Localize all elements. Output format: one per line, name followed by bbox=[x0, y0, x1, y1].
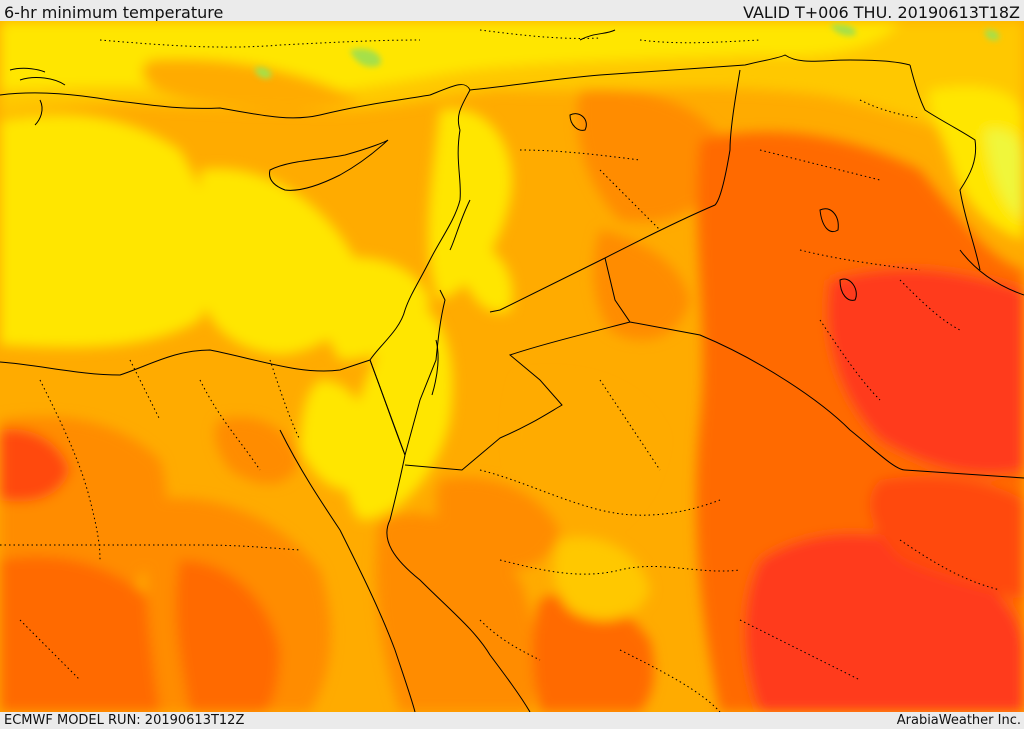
sinai-border bbox=[369, 359, 406, 456]
green-patch-2 bbox=[830, 24, 856, 36]
green-patch-1 bbox=[350, 48, 381, 67]
redsea-west bbox=[279, 429, 416, 712]
dead-sea bbox=[431, 339, 439, 396]
iran-iraq-border bbox=[909, 64, 981, 271]
header-bar bbox=[0, 0, 1024, 21]
egypt-southwest-dark bbox=[0, 556, 176, 712]
anatolia-coast bbox=[0, 84, 471, 131]
iraq-saudi-border bbox=[604, 257, 1024, 479]
country-borders bbox=[369, 54, 1024, 479]
hejaz-dark bbox=[532, 592, 655, 712]
turkey-lake bbox=[569, 113, 587, 131]
tigris-lake bbox=[819, 208, 839, 233]
gulf-coast bbox=[959, 249, 1024, 296]
egypt-red-patch bbox=[0, 429, 70, 502]
coastlines bbox=[0, 29, 1024, 712]
central-gold bbox=[512, 377, 660, 540]
model-run: ECMWF MODEL RUN: 20190613T12Z bbox=[4, 713, 245, 728]
brand-credit: ArabiaWeather Inc. bbox=[896, 713, 1021, 728]
central-gold-2 bbox=[553, 537, 650, 621]
jordan-saudi-border bbox=[404, 321, 631, 471]
syria-iraq-border bbox=[604, 69, 741, 259]
coast-yellow bbox=[428, 108, 512, 300]
green-patch-3 bbox=[984, 29, 1000, 41]
jordan-yellow-2 bbox=[460, 240, 513, 313]
sinai-yellow bbox=[300, 380, 373, 490]
redsea-east bbox=[386, 454, 531, 712]
syria-orange bbox=[577, 89, 730, 222]
footer-bar bbox=[0, 712, 1024, 729]
central-orange bbox=[436, 477, 560, 570]
levant-orange-east bbox=[593, 230, 690, 340]
turkey-orange-patch bbox=[142, 59, 360, 110]
green-patch-4 bbox=[255, 67, 272, 79]
ne-lightyellow-2 bbox=[985, 129, 1024, 220]
egypt-coast bbox=[0, 349, 371, 376]
jordan-iraq-border bbox=[489, 257, 606, 313]
ne-lightyellow bbox=[929, 86, 1024, 240]
iraq-red bbox=[827, 269, 1024, 474]
euphrates-lake bbox=[839, 278, 857, 301]
israel-border bbox=[404, 289, 446, 456]
saudi-redorange bbox=[869, 476, 1024, 600]
cyprus bbox=[269, 139, 389, 191]
sinai-orange bbox=[214, 417, 300, 484]
levant-coast bbox=[369, 129, 461, 361]
turkey-syria-border bbox=[469, 54, 911, 91]
med-west-yellow bbox=[0, 114, 215, 348]
map-title: 6-hr minimum temperature bbox=[4, 3, 224, 22]
egypt-south-dark bbox=[175, 560, 280, 712]
valid-time: VALID T+006 THU. 20190613T18Z bbox=[743, 3, 1020, 22]
temperature-map bbox=[0, 21, 1024, 712]
lebanon-border bbox=[449, 199, 471, 251]
aegean-islands bbox=[9, 67, 66, 126]
province-borders bbox=[0, 29, 1001, 712]
